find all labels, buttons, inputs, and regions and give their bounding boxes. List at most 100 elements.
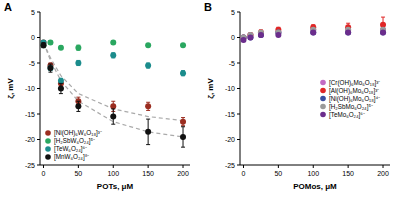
legend-label: [Ni(OH)₆Mo₆O₁₈]⁴⁻ <box>329 95 380 103</box>
x-tick <box>43 165 44 168</box>
y-tick <box>237 12 240 13</box>
panel: A-25-20-15-10-505050100150200POTs, μMζ, … <box>4 1 190 191</box>
error-cap <box>48 64 52 65</box>
point <box>75 45 81 51</box>
error-bar <box>146 119 150 145</box>
legend-marker <box>320 112 326 118</box>
y-tick <box>237 63 240 64</box>
point <box>258 32 264 38</box>
x-axis-label: POMos, μM <box>293 182 337 191</box>
y-tick-label: -5 <box>229 60 235 67</box>
x-tick-label: 150 <box>142 170 154 177</box>
legend-label: [Al(OH)₆Mo₆O₁₈]³⁻ <box>329 87 379 95</box>
y-tick-label: -15 <box>25 111 35 118</box>
y-tick <box>37 114 40 115</box>
point <box>247 35 253 41</box>
error-bar <box>59 83 63 93</box>
point <box>180 134 186 140</box>
error-bar <box>146 63 150 68</box>
y-axis-label: ζ, mV <box>206 78 215 99</box>
point <box>240 37 246 43</box>
point <box>258 32 264 38</box>
y-tick-label: -10 <box>225 85 235 92</box>
point <box>110 40 116 46</box>
error-cap <box>146 119 150 120</box>
x-tick <box>78 165 79 168</box>
y-tick-label: 5 <box>231 9 235 16</box>
x-tick-label: 50 <box>274 170 282 177</box>
error-bar <box>76 60 80 65</box>
x-tick <box>348 165 349 168</box>
legend-marker <box>45 146 51 152</box>
x-tick <box>243 165 244 168</box>
point <box>380 29 386 35</box>
y-tick <box>237 114 240 115</box>
point <box>75 103 81 109</box>
legend-marker <box>320 96 326 102</box>
y-tick-label: -25 <box>225 162 235 169</box>
point <box>380 29 386 35</box>
legend-label: [H₂SbMo₆O₂₄]⁵⁻ <box>329 103 373 111</box>
x-tick-label: 150 <box>342 170 354 177</box>
legend-marker <box>45 154 51 160</box>
point <box>180 70 186 76</box>
x-axis <box>40 165 190 166</box>
y-tick <box>37 37 40 38</box>
point <box>345 29 351 35</box>
legend-label: [Ni(OH)₆W₆O₁₈]³⁻ <box>54 129 102 137</box>
y-tick-label: 0 <box>231 34 235 41</box>
point <box>110 103 116 109</box>
point <box>47 40 53 46</box>
point <box>110 52 116 58</box>
point <box>47 65 53 71</box>
x-tick-label: 0 <box>242 170 246 177</box>
point <box>145 63 151 69</box>
legend-marker <box>45 130 51 136</box>
error-cap <box>146 102 150 103</box>
x-tick <box>313 165 314 168</box>
point <box>345 29 351 35</box>
point <box>180 119 186 125</box>
fit-line <box>43 43 183 137</box>
error-cap <box>76 111 80 112</box>
legend: [Cr(OH)₆Mo₆O₁₈]³⁻[Al(OH)₆Mo₆O₁₈]³⁻[Ni(OH… <box>320 79 380 119</box>
panel: B-25-20-15-10-505050100150200POMos, μMζ,… <box>204 1 390 191</box>
error-bar <box>76 101 80 111</box>
x-tick <box>148 165 149 168</box>
y-tick-label: 5 <box>31 9 35 16</box>
error-bar <box>48 66 52 71</box>
point <box>110 114 116 120</box>
panel-title: B <box>204 1 212 13</box>
x-tick <box>278 165 279 168</box>
error-bar <box>41 43 45 48</box>
error-cap <box>181 126 185 127</box>
error-cap <box>59 83 63 84</box>
panel-title: A <box>4 1 12 13</box>
legend-label: [H₂SbW₆O₂₄]⁵⁻ <box>54 137 95 145</box>
legend-marker <box>320 88 326 94</box>
error-cap <box>146 110 150 111</box>
y-tick-label: 0 <box>31 34 35 41</box>
y-tick <box>237 88 240 89</box>
point <box>145 129 151 135</box>
x-tick-label: 100 <box>307 170 319 177</box>
x-tick-label: 200 <box>377 170 389 177</box>
x-tick <box>383 165 384 168</box>
error-bar <box>181 71 185 76</box>
legend: [Ni(OH)₆W₆O₁₈]³⁻[H₂SbW₆O₂₄]⁵⁻[TeW₆O₂₄]⁶⁻… <box>45 129 102 161</box>
x-tick-label: 50 <box>74 170 82 177</box>
y-tick <box>37 165 40 166</box>
error-cap <box>181 125 185 126</box>
x-axis <box>240 165 390 166</box>
plot-area <box>240 17 386 43</box>
x-tick-label: 0 <box>42 170 46 177</box>
y-tick-label: -20 <box>225 136 235 143</box>
point <box>247 35 253 41</box>
point <box>275 32 281 38</box>
x-tick <box>183 165 184 168</box>
point <box>58 78 64 84</box>
y-tick-label: -15 <box>225 111 235 118</box>
error-bar <box>146 102 150 110</box>
x-tick-label: 200 <box>177 170 189 177</box>
point <box>145 103 151 109</box>
